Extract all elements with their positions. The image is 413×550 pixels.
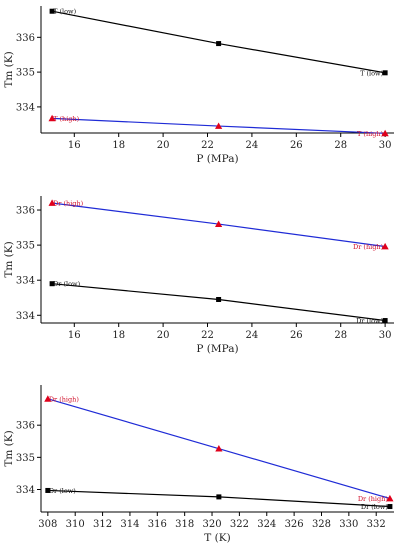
x-tick-label: 322 (230, 519, 249, 530)
y-tick-label: 336 (16, 421, 35, 432)
x-axis-label: P (MPa) (196, 343, 238, 355)
x-tick-label: 328 (312, 519, 331, 530)
y-tick-label: 336 (16, 206, 35, 217)
x-tick-label: 310 (66, 519, 85, 530)
x-axis-label: T (K) (204, 532, 230, 544)
data-point-triangle (48, 114, 56, 122)
data-point-triangle (215, 220, 223, 227)
data-point-square (387, 504, 393, 510)
data-label: Dr (high) (53, 200, 84, 208)
data-point-square (216, 41, 222, 47)
data-label: T (high) (53, 115, 80, 123)
chart-panel-middle: 16 18 20 22 24 26 28 30 334 334 335 336 P (MPa) Tm (K… (3, 196, 394, 355)
data-point-triangle (44, 395, 52, 402)
data-point-square (49, 281, 55, 287)
data-label: Dr (low) (49, 487, 76, 495)
x-tick-label: 18 (112, 140, 125, 151)
x-tick-label: 314 (120, 519, 139, 530)
x-tick-label: 24 (246, 140, 259, 151)
y-tick-label: 335 (16, 241, 35, 252)
y-tick-label: 334 (16, 102, 35, 113)
data-point-triangle (215, 445, 223, 452)
x-tick-label: 332 (367, 519, 386, 530)
y-axis-label: Tm (K) (3, 51, 15, 87)
y-axis-label: Tm (K) (3, 430, 15, 466)
data-label: Dr (high) (358, 495, 389, 503)
data-point-square (382, 318, 388, 324)
x-axis-label: P (MPa) (196, 153, 238, 165)
data-label: Dr (low) (361, 503, 388, 511)
x-tick-label: 318 (175, 519, 194, 530)
x-tick-label: 16 (68, 140, 81, 151)
data-label: T (low) (360, 69, 383, 77)
x-tick-label: 28 (334, 140, 347, 151)
x-tick-label: 316 (148, 519, 167, 530)
y-tick-label: 335 (16, 453, 35, 464)
data-label: Dr (low) (356, 317, 383, 325)
x-tick-label: 30 (379, 330, 392, 341)
y-tick-label: 334 (16, 276, 35, 287)
x-tick-label: 324 (257, 519, 276, 530)
data-label: Dr (low) (53, 280, 80, 288)
data-point-triangle (381, 242, 389, 250)
x-tick-label: 330 (339, 519, 358, 530)
x-tick-label: 28 (334, 330, 347, 341)
x-tick-label: 26 (290, 330, 303, 341)
y-tick-label: 334 (16, 311, 35, 322)
data-point-triangle (48, 199, 56, 206)
x-tick-label: 312 (93, 519, 112, 530)
data-point-triangle (386, 494, 394, 502)
data-point-triangle (215, 122, 223, 129)
data-label: T (high) (357, 130, 384, 138)
x-tick-label: 26 (290, 140, 303, 151)
data-label: Dr (high) (353, 243, 384, 251)
data-point-square (49, 8, 55, 14)
data-label: T (low) (53, 8, 76, 16)
y-tick-label: 335 (16, 68, 35, 79)
y-tick-label: 336 (16, 33, 35, 44)
data-point-square (45, 487, 51, 493)
x-tick-label: 30 (379, 140, 392, 151)
x-tick-label: 20 (157, 330, 170, 341)
x-tick-label: 18 (112, 330, 125, 341)
series-line (52, 283, 386, 322)
x-tick-label: 308 (38, 519, 57, 530)
x-tick-label: 24 (246, 330, 259, 341)
chart-panel-bottom: 308 310 312 314 316 318 320 322 324 326 328 330 332 3… (3, 385, 394, 544)
y-tick-label: 334 (16, 485, 35, 496)
data-point-square (382, 70, 388, 76)
chart-panel-top: 16 18 20 22 24 26 28 30 334 335 336 P (MPa) Tm (K) T … (3, 6, 394, 165)
x-tick-label: 326 (285, 519, 304, 530)
x-tick-label: 320 (202, 519, 221, 530)
x-tick-label: 16 (68, 330, 81, 341)
y-axis-label: Tm (K) (3, 241, 15, 277)
x-tick-label: 22 (201, 140, 214, 151)
x-tick-label: 22 (201, 330, 214, 341)
data-label: Dr (high) (49, 395, 80, 403)
data-point-square (216, 494, 222, 500)
x-tick-label: 20 (157, 140, 170, 151)
data-point-triangle (381, 129, 389, 137)
data-point-square (216, 296, 222, 302)
